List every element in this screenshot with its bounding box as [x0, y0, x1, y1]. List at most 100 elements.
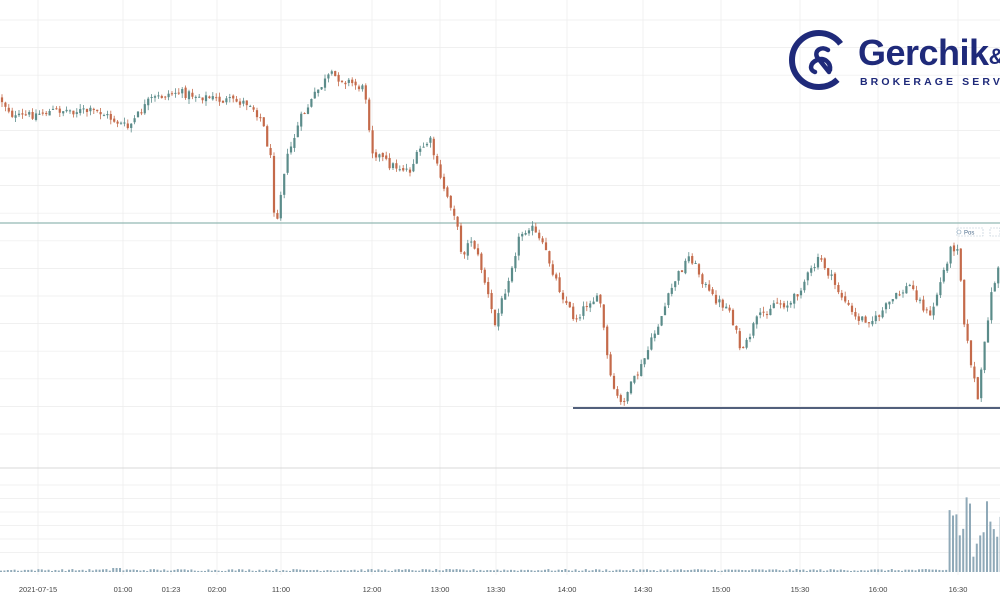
- candle-body: [283, 173, 286, 195]
- candle-body: [949, 246, 952, 264]
- volume-bar: [431, 570, 434, 572]
- volume-bar: [261, 570, 264, 572]
- candle-body: [969, 340, 973, 366]
- volume-bar: [408, 569, 410, 572]
- candle-body: [711, 289, 714, 295]
- candle-body: [119, 122, 123, 124]
- candle-body: [854, 311, 857, 317]
- candle-body: [555, 274, 558, 279]
- candle-body: [507, 280, 510, 293]
- candle-body: [194, 96, 197, 98]
- volume-bar: [27, 569, 30, 572]
- candle-body: [514, 256, 517, 269]
- candle-body: [7, 107, 10, 112]
- volume-bar: [421, 569, 424, 572]
- candle-body: [527, 230, 531, 234]
- candle-body: [589, 303, 592, 308]
- volume-bar: [163, 569, 166, 572]
- volume-bar: [809, 569, 812, 572]
- volume-bar: [149, 569, 152, 572]
- volume-bar: [153, 569, 155, 572]
- volume-bar: [380, 570, 383, 572]
- candle-body: [952, 245, 956, 252]
- candle-body: [769, 308, 772, 316]
- volume-bar: [860, 570, 863, 572]
- candle-body: [861, 316, 864, 321]
- candle-body: [837, 284, 840, 293]
- volume-bar: [159, 570, 162, 572]
- candle-body: [313, 91, 316, 99]
- time-axis-label: 16:30: [949, 585, 968, 594]
- volume-bar: [108, 570, 111, 572]
- volume-bar: [928, 569, 931, 572]
- volume-bar: [17, 570, 19, 572]
- candle-body: [701, 274, 704, 285]
- candle-body: [534, 226, 537, 233]
- volume-bar: [125, 569, 128, 572]
- candle-body: [45, 112, 48, 115]
- volume-bar: [234, 570, 237, 572]
- candle-body: [402, 168, 405, 171]
- candle-body: [551, 264, 554, 275]
- candle-body: [65, 109, 68, 112]
- volume-bar: [782, 570, 784, 572]
- candle-body: [993, 283, 996, 292]
- candle-body: [980, 369, 983, 399]
- candle-body: [524, 232, 527, 235]
- candle-body: [490, 293, 493, 310]
- candle-body: [327, 74, 330, 79]
- candle-body: [51, 108, 55, 110]
- volume-bar: [520, 569, 523, 572]
- volume-bar: [411, 570, 414, 572]
- volume-bar: [666, 569, 669, 572]
- volume-bar: [486, 570, 489, 572]
- candle-body: [857, 316, 860, 321]
- volume-bar: [503, 569, 506, 572]
- candle-body: [425, 143, 429, 146]
- candle-body: [956, 249, 959, 251]
- candle-body: [204, 95, 208, 102]
- candle-body: [330, 71, 333, 74]
- volume-bar: [778, 570, 781, 572]
- candle-body: [759, 312, 762, 316]
- candle-body: [55, 108, 58, 110]
- candle-body: [463, 252, 466, 255]
- volume-bar: [13, 569, 16, 572]
- time-axis-label: 13:30: [487, 585, 506, 594]
- candle-body: [599, 294, 602, 304]
- volume-bar: [629, 570, 631, 572]
- candle-body: [728, 307, 731, 311]
- candle-body: [58, 108, 61, 113]
- volume-bar: [734, 569, 737, 572]
- volume-bar: [527, 569, 529, 572]
- candle-body: [483, 269, 486, 283]
- volume-bar: [758, 569, 761, 572]
- candle-body: [762, 311, 765, 313]
- candle-body: [187, 91, 191, 100]
- volume-bar: [176, 569, 179, 572]
- candle-body: [510, 267, 514, 282]
- volume-bar: [663, 570, 665, 572]
- time-axis-label: 15:00: [712, 585, 731, 594]
- candle-body: [466, 243, 469, 256]
- volume-series: [0, 497, 1000, 572]
- candle-body: [24, 114, 27, 116]
- volume-bar: [183, 569, 186, 572]
- time-axis-label: 2021-07-15: [19, 585, 57, 594]
- volume-bar: [309, 570, 312, 572]
- volume-bar: [911, 569, 914, 572]
- candle-body: [68, 110, 72, 112]
- candle-body: [405, 168, 408, 170]
- candle-body: [153, 96, 157, 98]
- candle-body: [191, 92, 194, 97]
- candle-body: [823, 258, 826, 269]
- volume-bar: [187, 570, 189, 572]
- candle-body: [643, 358, 646, 365]
- position-marker[interactable]: Pos: [956, 227, 1000, 237]
- candle-body: [895, 292, 898, 299]
- candle-body: [674, 281, 677, 288]
- candle-body: [629, 381, 633, 394]
- volume-bar: [540, 570, 543, 572]
- volume-bar: [384, 569, 387, 572]
